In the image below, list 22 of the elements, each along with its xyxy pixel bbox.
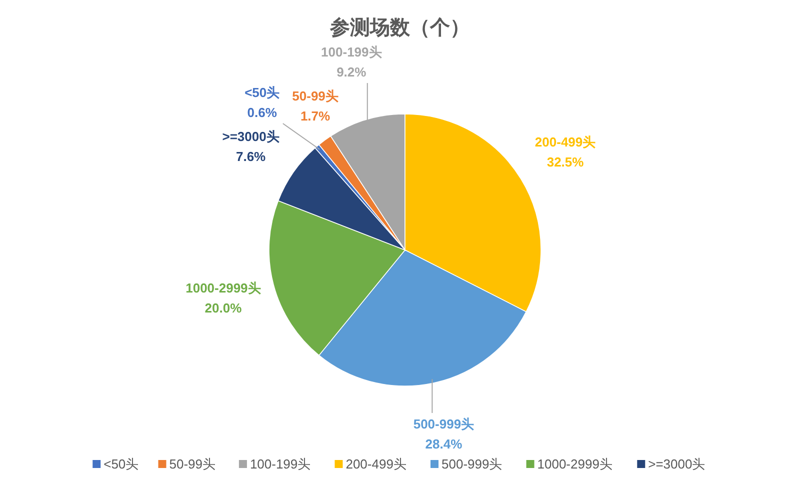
data-label: 20.0% xyxy=(204,300,242,316)
data-label: 0.6% xyxy=(247,105,278,120)
legend-label: 1000-2999头 xyxy=(537,456,612,472)
slice-label: 200-499头 xyxy=(534,134,596,150)
data-label: 32.5% xyxy=(546,154,584,170)
legend-label: <50头 xyxy=(104,456,139,472)
legend-label: 500-999头 xyxy=(442,456,502,472)
slice-label: >=3000头 xyxy=(222,129,280,144)
data-label: 1.7% xyxy=(300,108,331,124)
legend-label: 200-499头 xyxy=(346,456,406,472)
slice-label: <50头 xyxy=(244,85,280,100)
slice-label: 100-199头 xyxy=(321,44,382,60)
data-label: 7.6% xyxy=(236,149,266,164)
legend-label: 50-99头 xyxy=(169,456,216,472)
legend-label: >=3000头 xyxy=(648,456,706,472)
data-label: 9.2% xyxy=(336,64,367,80)
legend-label: 100-199头 xyxy=(250,456,311,472)
chart-title: 参测场数（个） xyxy=(329,16,470,39)
slice-label: 1000-2999头 xyxy=(186,280,261,296)
slice-label: 50-99头 xyxy=(292,88,338,104)
slice-label: 500-999头 xyxy=(413,416,474,432)
data-label: 28.4% xyxy=(425,436,463,452)
